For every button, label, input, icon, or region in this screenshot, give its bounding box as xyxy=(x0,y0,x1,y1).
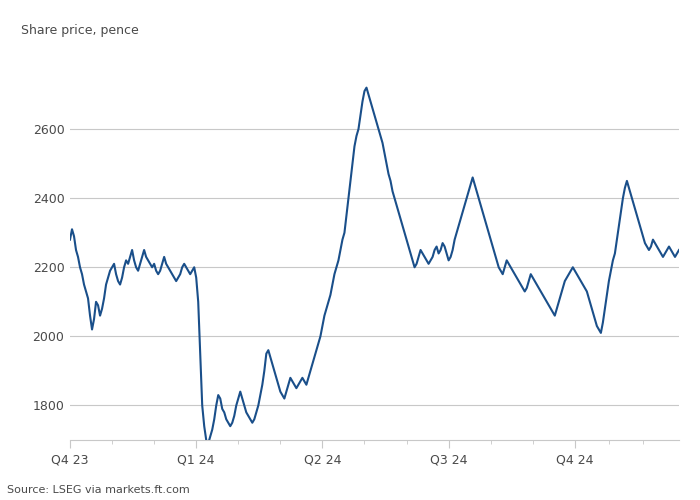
Text: Share price, pence: Share price, pence xyxy=(21,24,139,37)
Text: Source: LSEG via markets.ft.com: Source: LSEG via markets.ft.com xyxy=(7,485,190,495)
